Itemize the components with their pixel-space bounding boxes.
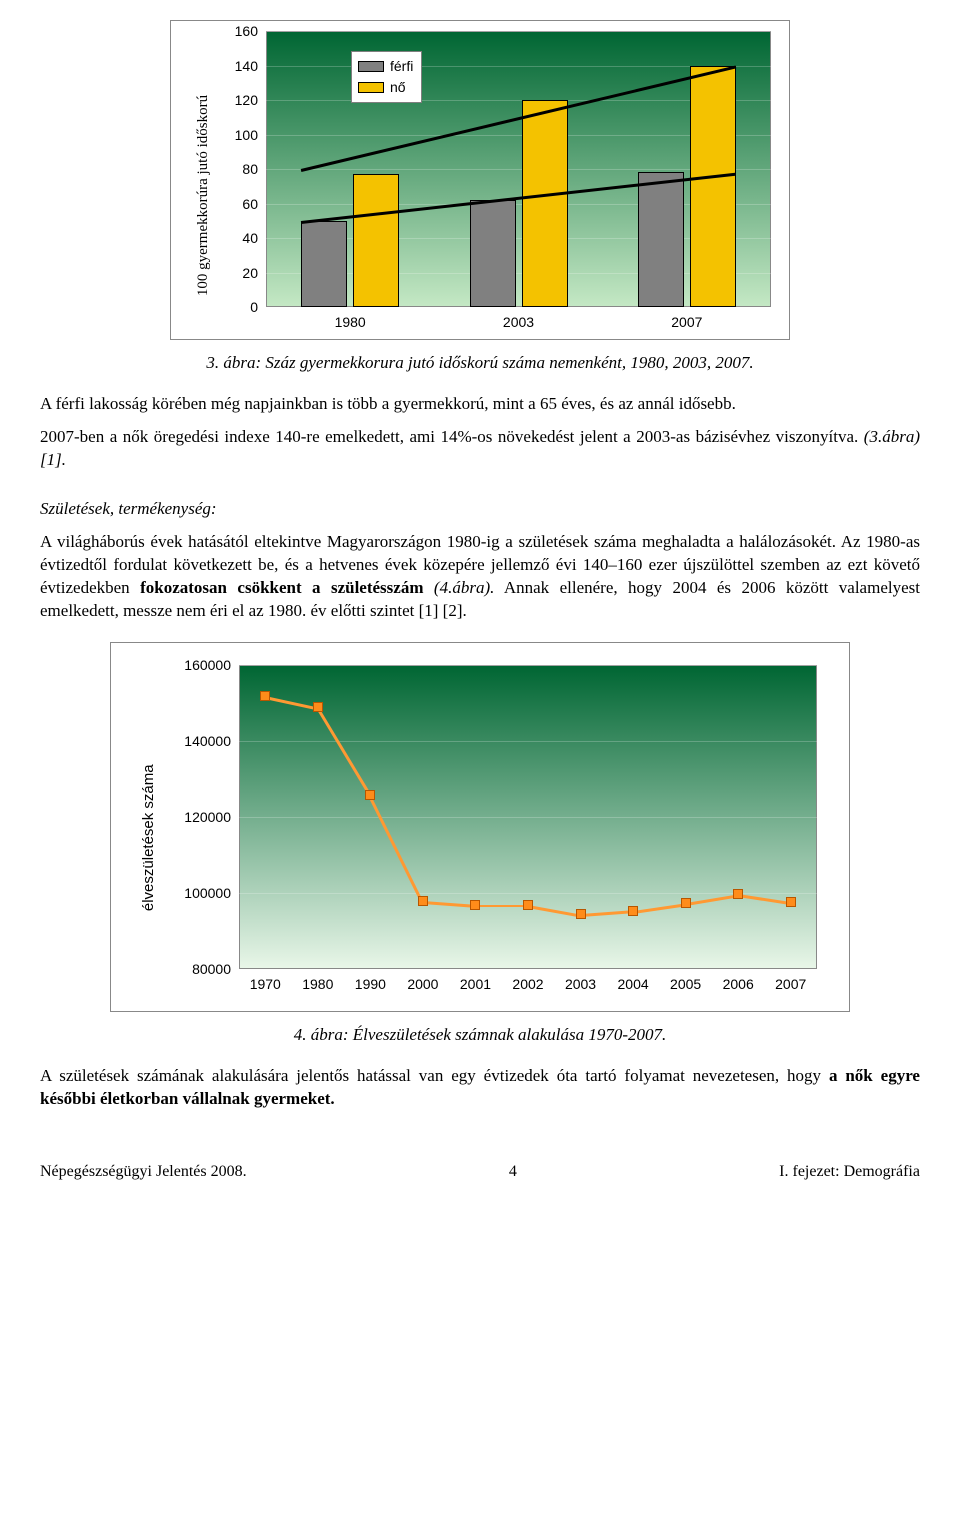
chart-2-frame: élveszületések száma 8000010000012000014…	[110, 642, 850, 1012]
chart-1-frame: 100 gyermekkorúra jutó időskorú 02040608…	[170, 20, 790, 340]
chart1-plot-area: 020406080100120140160198020032007	[266, 31, 771, 307]
chart1-bar	[638, 172, 684, 307]
chart1-bar	[522, 100, 568, 307]
chart2-y-tick-label: 140000	[161, 732, 231, 751]
chart2-x-tick-label: 2004	[618, 975, 649, 994]
chart2-marker	[313, 702, 323, 712]
chart2-caption: 4. ábra: Élveszületések számnak alakulás…	[40, 1024, 920, 1047]
chart2-y-tick-label: 160000	[161, 656, 231, 675]
chart1-y-tick-label: 100	[218, 126, 258, 145]
legend-swatch-no	[358, 82, 384, 93]
footer-left: Népegészségügyi Jelentés 2008.	[40, 1161, 247, 1183]
chart2-x-tick-label: 2007	[775, 975, 806, 994]
chart2-x-tick-label: 1970	[250, 975, 281, 994]
paragraph-2-text: 2007-ben a nők öregedési indexe 140-re e…	[40, 427, 864, 446]
chart2-marker	[733, 889, 743, 899]
chart2-gridline	[239, 893, 817, 894]
paragraph-3: A világháborús évek hatásától eltekintve…	[40, 531, 920, 623]
chart2-x-tick-label: 1990	[355, 975, 386, 994]
chart1-y-tick-label: 60	[218, 195, 258, 214]
chart2-marker	[260, 691, 270, 701]
chart1-gridline	[266, 31, 771, 32]
chart2-y-tick-label: 100000	[161, 884, 231, 903]
chart1-bar	[470, 200, 516, 307]
chart2-marker	[523, 900, 533, 910]
chart1-legend: férfi nő	[351, 51, 422, 103]
chart2-marker	[470, 900, 480, 910]
chart2-x-tick-label: 2006	[723, 975, 754, 994]
chart1-bar	[690, 66, 736, 308]
para3-bold: fokozatosan csökkent a születésszám	[140, 578, 434, 597]
chart1-y-tick-label: 160	[218, 22, 258, 41]
chart2-x-tick-label: 2002	[512, 975, 543, 994]
chart1-bar	[353, 174, 399, 307]
chart1-y-tick-label: 120	[218, 91, 258, 110]
chart1-y-tick-label: 140	[218, 57, 258, 76]
chart1-y-axis-title: 100 gyermekkorúra jutó időskorú	[193, 76, 213, 296]
chart2-y-tick-label: 120000	[161, 808, 231, 827]
section-heading-births: Születések, termékenység:	[40, 498, 920, 521]
chart2-marker	[365, 790, 375, 800]
chart1-x-tick-label: 2003	[503, 313, 534, 332]
chart2-marker	[628, 906, 638, 916]
chart2-x-tick-label: 2001	[460, 975, 491, 994]
chart1-x-tick-label: 1980	[335, 313, 366, 332]
chart2-x-tick-label: 2000	[407, 975, 438, 994]
page-footer: Népegészségügyi Jelentés 2008. 4 I. feje…	[40, 1161, 920, 1183]
chart1-y-tick-label: 80	[218, 160, 258, 179]
legend-item-ferfi: férfi	[358, 57, 413, 76]
paragraph-1: A férfi lakosság körében még napjainkban…	[40, 393, 920, 416]
chart2-marker	[786, 897, 796, 907]
para3-b: (4.ábra).	[434, 578, 494, 597]
legend-item-no: nő	[358, 78, 413, 97]
chart2-gridline	[239, 665, 817, 666]
footer-right: I. fejezet: Demográfia	[779, 1161, 920, 1183]
chart1-y-tick-label: 20	[218, 264, 258, 283]
chart2-marker	[681, 898, 691, 908]
chart2-x-tick-label: 2005	[670, 975, 701, 994]
legend-swatch-ferfi	[358, 61, 384, 72]
chart2-y-tick-label: 80000	[161, 960, 231, 979]
chart2-gridline	[239, 741, 817, 742]
chart1-caption: 3. ábra: Száz gyermekkorura jutó időskor…	[40, 352, 920, 375]
chart1-y-tick-label: 0	[218, 298, 258, 317]
chart1-y-tick-label: 40	[218, 229, 258, 248]
paragraph-2: 2007-ben a nők öregedési indexe 140-re e…	[40, 426, 920, 472]
legend-label: férfi	[390, 57, 413, 76]
chart2-plot-area: 8000010000012000014000016000019701980199…	[239, 665, 817, 969]
chart1-x-tick-label: 2007	[671, 313, 702, 332]
chart2-gridline	[239, 817, 817, 818]
chart2-marker	[418, 896, 428, 906]
chart2-x-tick-label: 2003	[565, 975, 596, 994]
legend-label: nő	[390, 78, 406, 97]
chart2-y-axis-title: élveszületések száma	[139, 752, 159, 912]
chart2-line-segment	[475, 905, 528, 908]
chart1-bar	[301, 221, 347, 307]
paragraph-4: A születések számának alakulására jelent…	[40, 1065, 920, 1111]
chart2-marker	[576, 909, 586, 919]
footer-page-number: 4	[509, 1161, 517, 1183]
para4-a: A születések számának alakulására jelent…	[40, 1066, 829, 1085]
chart2-x-tick-label: 1980	[302, 975, 333, 994]
